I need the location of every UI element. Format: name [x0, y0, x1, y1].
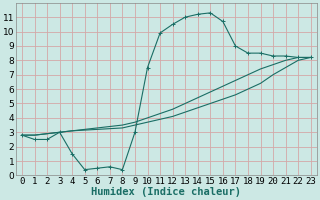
X-axis label: Humidex (Indice chaleur): Humidex (Indice chaleur): [91, 187, 241, 197]
